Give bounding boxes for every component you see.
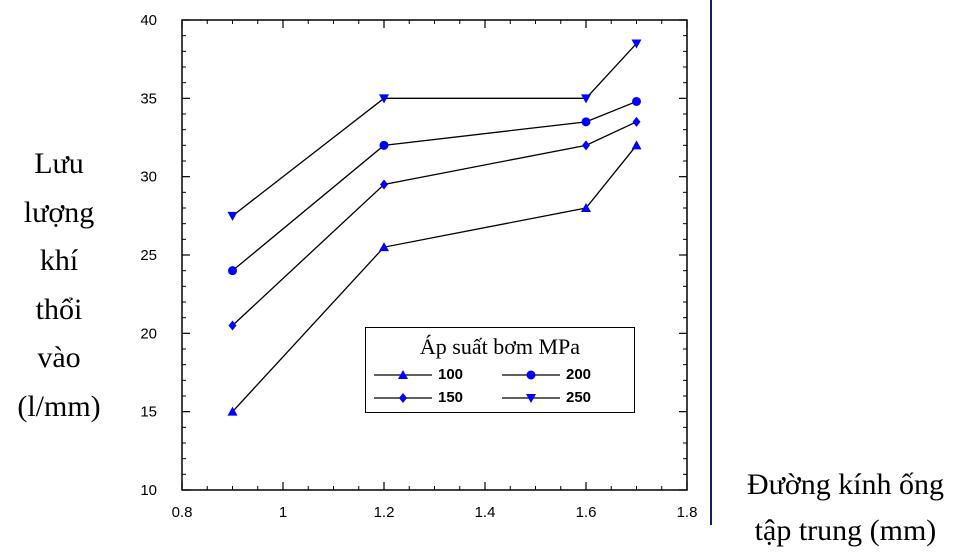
data-point-triangle-down — [581, 94, 591, 104]
plot-frame — [181, 19, 688, 491]
y-axis-label-line: thổi — [35, 292, 83, 326]
series-line-100 — [232, 144, 638, 413]
data-point-diamond — [632, 116, 641, 127]
legend-title: Áp suất bơm MPa — [419, 334, 581, 359]
legend-swatch-diamond — [374, 393, 432, 403]
vertical-divider — [710, 0, 712, 525]
y-axis-label-line: vào — [37, 341, 81, 374]
legend-item-150: 150 — [372, 389, 502, 407]
data-point-triangle-down — [526, 394, 536, 403]
data-point-circle — [526, 370, 536, 380]
x-tick-label: 1.6 — [576, 504, 597, 521]
legend-swatch-triangle-down — [502, 394, 560, 403]
data-point-triangle-down — [631, 39, 642, 49]
data-point-triangle-up — [581, 203, 591, 212]
legend-item-100: 100 — [372, 366, 502, 384]
y-axis-label-line: (l/mm) — [17, 389, 101, 423]
data-point-triangle-up — [631, 140, 642, 150]
data-point-triangle-up — [227, 406, 238, 416]
x-tick-label: 0.8 — [172, 504, 193, 521]
data-point-diamond — [399, 393, 407, 403]
data-point-triangle-down — [379, 94, 389, 104]
series-line-250 — [232, 43, 637, 217]
legend-label: 150 — [438, 389, 464, 406]
x-tick-label: 1.2 — [374, 504, 395, 521]
x-axis-label: Đường kính ống tập trung (mm) — [712, 462, 979, 554]
y-axis-label-line: lượng — [23, 195, 95, 229]
y-tick-label: 30 — [140, 169, 157, 186]
x-tick-label: 1.4 — [475, 504, 496, 521]
y-tick-label: 10 — [140, 482, 157, 499]
legend-item-250: 250 — [500, 389, 630, 407]
data-point-diamond — [380, 179, 388, 190]
series-group — [227, 39, 642, 416]
data-point-circle — [632, 96, 641, 106]
legend-swatch-triangle-up — [374, 370, 432, 379]
y-axis-label-line: khí — [39, 244, 79, 277]
legend-item-200: 200 — [500, 366, 630, 384]
x-axis-label-line: Đường kính ống — [746, 468, 945, 501]
axis-ticks: 0.8 1 1.2 1.4 1.6 1.8 10 15 20 25 30 35 40 — [140, 12, 697, 521]
y-tick-label: 35 — [140, 90, 157, 107]
data-point-circle — [228, 266, 237, 276]
y-tick-label: 15 — [140, 404, 157, 421]
legend-swatch-circle — [502, 370, 560, 380]
data-point-triangle-up — [379, 242, 389, 252]
x-tick-label: 1.8 — [677, 504, 698, 521]
y-axis-label-line: Lưu — [34, 147, 84, 180]
data-point-diamond — [582, 140, 590, 151]
series-line-200 — [232, 100, 637, 272]
y-tick-label: 20 — [140, 325, 157, 342]
data-point-triangle-down — [227, 211, 238, 221]
data-point-triangle-up — [398, 370, 408, 379]
data-point-circle — [581, 117, 591, 127]
legend-label: 250 — [566, 389, 592, 406]
data-point-circle — [379, 140, 389, 150]
y-tick-label: 25 — [140, 247, 157, 264]
y-axis-label: Lưu lượng khí thổi vào (l/mm) — [0, 140, 118, 431]
y-tick-label: 40 — [140, 12, 157, 29]
legend-label: 200 — [566, 366, 592, 383]
data-point-diamond — [228, 320, 237, 331]
x-axis-label-line: tập trung (mm) — [754, 514, 937, 547]
legend: Áp suất bơm MPa 100 150 200 250 — [365, 327, 635, 413]
x-tick-label: 1 — [279, 504, 287, 521]
legend-label: 100 — [438, 366, 464, 383]
series-line-150 — [232, 121, 637, 326]
